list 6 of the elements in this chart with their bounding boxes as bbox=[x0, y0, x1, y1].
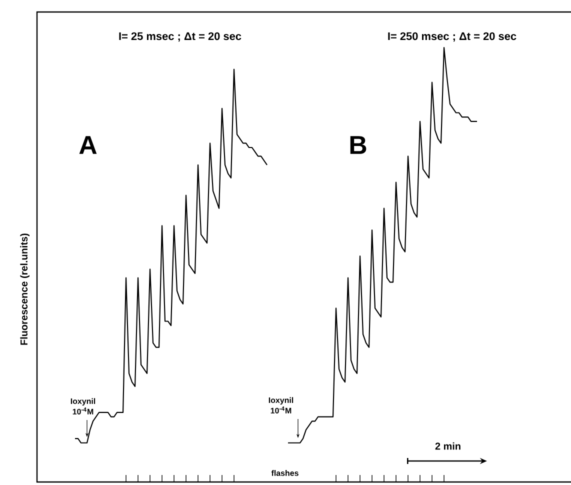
annotation: B bbox=[350, 136, 366, 154]
y-axis-title: Fluorescence (rel.units) bbox=[20, 234, 30, 345]
text: I= 25 msec ; Δt = 20 sec bbox=[119, 32, 242, 42]
annotation: 2 min bbox=[435, 442, 460, 450]
text: I= 250 msec ; Δt = 20 sec bbox=[388, 32, 516, 42]
annotation: A bbox=[79, 136, 97, 154]
